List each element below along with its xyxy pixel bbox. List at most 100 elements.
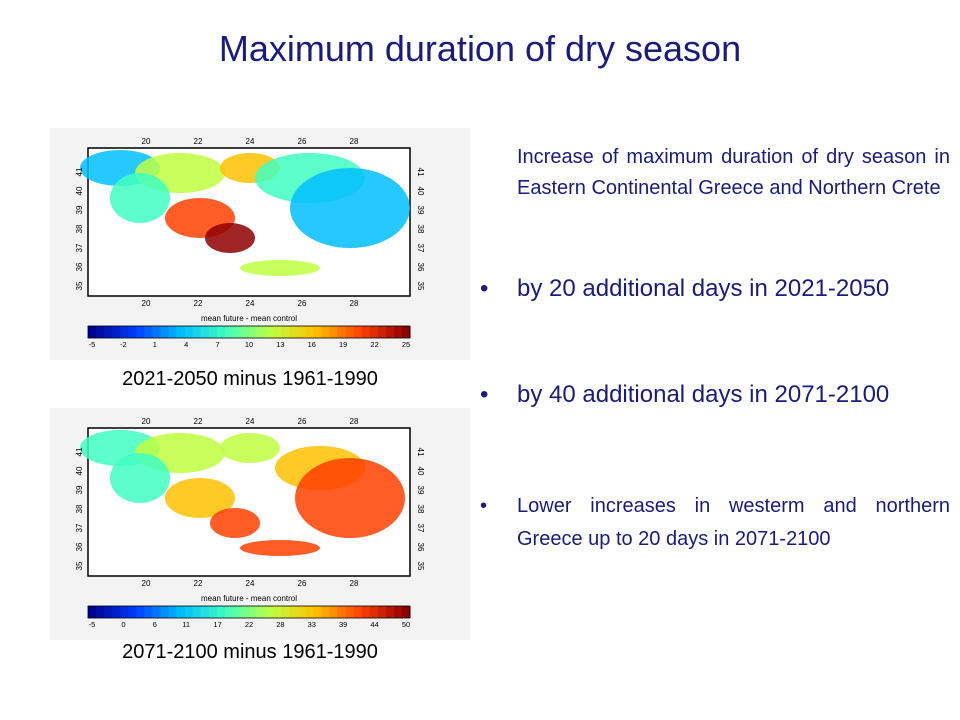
colorbar-tick-label: 44: [370, 620, 378, 629]
lat-tick-label: 35: [416, 562, 425, 571]
lat-tick-label: 39: [75, 485, 84, 494]
lat-tick-label: 38: [75, 224, 84, 233]
colorbar-tick-label: 16: [308, 340, 316, 349]
colorbar-segment: [313, 326, 322, 338]
colorbar-segment: [144, 606, 153, 618]
colorbar-tick-label: 0: [121, 620, 125, 629]
map-caption-2021-2050: 2021-2050 minus 1961-1990: [122, 368, 378, 390]
colorbar-tick-label: 6: [153, 620, 157, 629]
colorbar-tick-label: -5: [89, 620, 96, 629]
colorbar-segment: [257, 606, 266, 618]
colorbar-segment: [168, 326, 178, 338]
colorbar-segment: [281, 326, 290, 338]
colorbar-segment: [393, 326, 403, 338]
lat-tick-label: 36: [416, 543, 425, 552]
lat-tick-label: 41: [416, 168, 425, 177]
map-panel-2071-2100: 20 22 24 26 28 20 22 24 26 28 35 36 37 38 39 40 41 35 3…: [50, 408, 470, 640]
field-patch: [210, 508, 260, 538]
lat-tick-label: 38: [416, 225, 425, 234]
map-panel-2021-2050: 20 22 24 26 28 20 22 24 26 28 35 36 37 38 39 40 41 35 3…: [50, 128, 470, 360]
lat-ticks-right: 35 36 37 38 39 40 41: [416, 448, 425, 571]
colorbar-segment: [232, 606, 242, 618]
lon-tick-label: 22: [194, 137, 203, 146]
lon-tick-label: 28: [350, 137, 359, 146]
colorbar-outline: [87, 605, 411, 619]
lon-tick-label: 26: [298, 417, 307, 426]
colorbar-segment: [224, 606, 234, 618]
lon-tick-label: 28: [350, 417, 359, 426]
colorbar-segment: [176, 606, 186, 618]
colorbar-segment: [112, 326, 121, 338]
colorbar-tick-label: 28: [276, 620, 284, 629]
colorbar: [87, 325, 411, 339]
field-patch: [110, 453, 170, 503]
colorbar-segment: [120, 606, 129, 618]
colorbar-tick-label: -5: [89, 340, 96, 349]
colorbar-segment: [329, 606, 339, 618]
lon-tick-label: 26: [298, 137, 307, 146]
colorbar-tick-label: 7: [216, 340, 220, 349]
field-patch: [220, 433, 280, 463]
lon-tick-label: 24: [246, 137, 255, 146]
lon-ticks-top: 20 22 24 26 28: [142, 417, 359, 426]
colorbar-segment: [144, 326, 153, 338]
colorbar-segment: [168, 606, 178, 618]
colorbar-tick-label: 11: [182, 620, 190, 629]
lat-tick-label: 41: [75, 447, 84, 456]
colorbar-tick-label: -2: [120, 340, 127, 349]
lon-tick-label: 20: [142, 579, 151, 588]
colorbar-segment: [200, 326, 210, 338]
colorbar-segment: [208, 326, 218, 338]
lon-tick-label: 20: [142, 299, 151, 308]
field-patch: [295, 458, 405, 538]
colorbar-segment: [192, 326, 202, 338]
colorbar-segment: [369, 326, 379, 338]
colorbar-segment: [273, 606, 282, 618]
colorbar-tick-label: 22: [370, 340, 378, 349]
map-fill: [80, 150, 410, 276]
colorbar-segment: [184, 326, 194, 338]
lat-tick-label: 37: [416, 524, 425, 533]
colorbar-tick-label: 1: [153, 340, 157, 349]
colorbar-segment: [385, 606, 395, 618]
lat-tick-label: 36: [75, 542, 84, 551]
colorbar-segment: [361, 606, 371, 618]
lat-ticks-right: 35 36 37 38 39 40 41: [416, 168, 425, 291]
lat-tick-label: 41: [416, 448, 425, 457]
colorbar-segment: [240, 606, 250, 618]
colorbar-segment: [208, 606, 218, 618]
colorbar-segment: [305, 606, 314, 618]
slide-title: Maximum duration of dry season: [218, 28, 742, 69]
colorbar-segment: [401, 326, 411, 338]
colorbar-segment: [104, 606, 113, 618]
colorbar-segment: [377, 606, 387, 618]
map-caption-2071-2100: 2071-2100 minus 1961-1990: [122, 641, 378, 663]
colorbar: [87, 605, 411, 619]
colorbar-segment: [96, 326, 105, 338]
colorbar-segment: [273, 326, 282, 338]
colorbar-segment: [192, 606, 202, 618]
colorbar-segment: [265, 326, 274, 338]
colorbar-segment: [120, 326, 129, 338]
lon-ticks-top: 20 22 24 26 28: [142, 137, 359, 146]
field-patch: [290, 168, 410, 248]
intro-paragraph: Increase of maximum duration of dry seas…: [517, 146, 950, 199]
colorbar-segment: [297, 326, 306, 338]
colorbar-tick-label: 50: [402, 620, 410, 629]
lat-tick-label: 39: [416, 486, 425, 495]
lon-tick-label: 20: [142, 417, 151, 426]
colorbar-segment: [152, 326, 161, 338]
colorbar-ticks: -5 -2 1 4 7 10 13 16 19 22 25: [89, 340, 411, 349]
map-fill: [80, 430, 405, 556]
colorbar-segment: [305, 326, 314, 338]
lat-tick-label: 40: [416, 467, 425, 476]
lon-tick-label: 26: [298, 299, 307, 308]
lat-tick-label: 40: [75, 466, 84, 475]
colorbar-outline: [87, 325, 411, 339]
lon-ticks-bottom: 20 22 24 26 28: [142, 299, 359, 308]
colorbar-tick-label: 4: [184, 340, 188, 349]
colorbar-segment: [160, 606, 169, 618]
colorbar-segment: [321, 326, 330, 338]
lat-tick-label: 38: [416, 505, 425, 514]
